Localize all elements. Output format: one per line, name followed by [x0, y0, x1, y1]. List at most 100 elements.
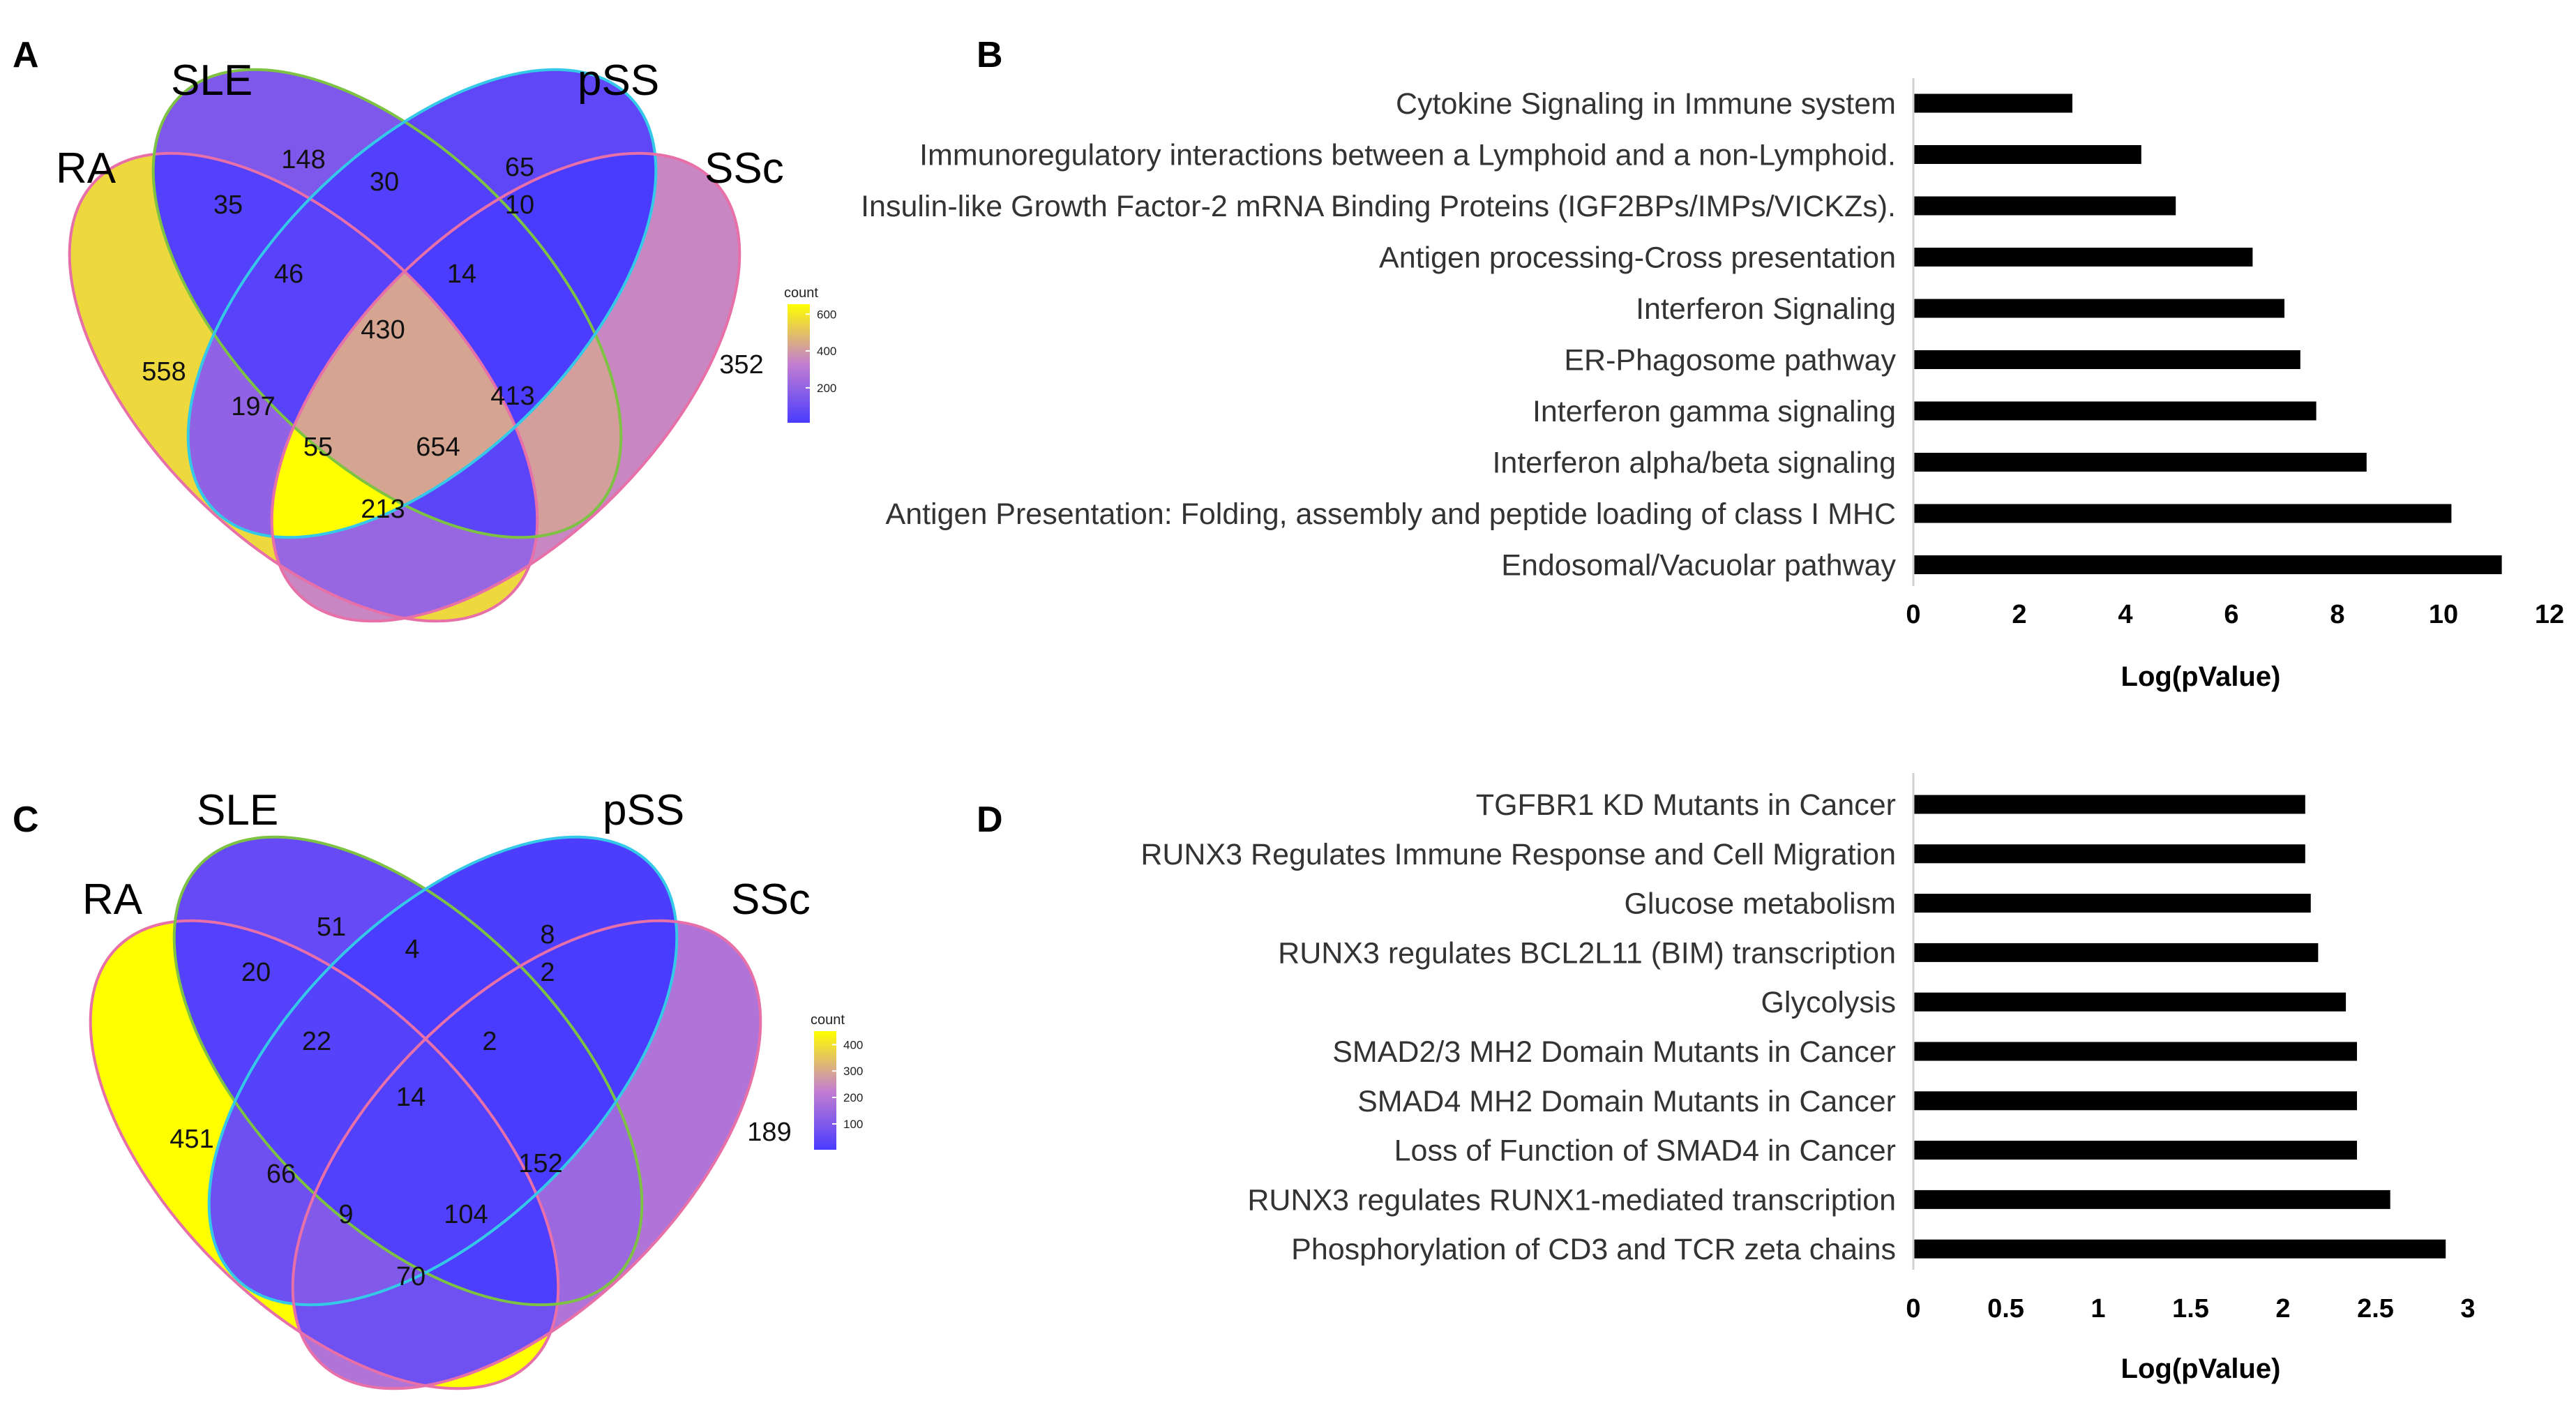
bar-d-tgfbr1-kd-mutants-in-cancer [1913, 795, 2305, 814]
bar-d-smad4-mh2-domain-mutants-in-cancer [1913, 1091, 2357, 1111]
bar-b-interferon-gamma-signaling [1913, 401, 2317, 421]
bar-d-x-tick-1: 1 [2091, 1294, 2105, 1323]
bar-d-label-glucose-metabolism: Glucose metabolism [1624, 887, 1896, 921]
bar-b-label-endosomal-vacuolar-pathway: Endosomal/Vacuolar pathway [1501, 549, 1896, 583]
bar-chart-b-x-ticks: 0 2 4 6 8 10 12 [1906, 600, 2564, 629]
venn-a-legend-title: count [784, 285, 818, 301]
bar-b-label-er-phagosome-pathway: ER-Phagosome pathway [1564, 344, 1896, 377]
venn-a-count-sle-pss: 30 [370, 167, 399, 197]
venn-c-set-label-sle: SLE [197, 786, 278, 834]
venn-a-outline-pss [186, 68, 658, 539]
bar-chart-d-x-title: Log(pValue) [2121, 1353, 2281, 1384]
venn-c-count-ra-pss: 66 [266, 1160, 296, 1189]
panel-label-a: A [13, 35, 39, 75]
bar-b-label-interferon-gamma-signaling: Interferon gamma signaling [1532, 395, 1896, 428]
venn-c-count-ra-sle-ssc: 9 [338, 1200, 353, 1229]
venn-a-outline-ssc [270, 151, 741, 623]
bar-chart-b-category-labels: Cytokine Signaling in Immune system Immun… [861, 87, 1896, 583]
bar-b-x-tick-6: 6 [2224, 600, 2238, 629]
venn-c-legend-tick-400: 400 [843, 1038, 863, 1051]
bar-d-label-runx3-regulates-bcl2l11-bim-transcription: RUNX3 regulates BCL2L11 (BIM) transcript… [1278, 936, 1896, 970]
bar-b-label-cytokine-signaling-in-immune-system: Cytokine Signaling in Immune system [1396, 87, 1896, 121]
venn-c-count-ra: 451 [170, 1125, 213, 1154]
bar-b-label-interferon-alpha-beta-signaling: Interferon alpha/beta signaling [1492, 447, 1896, 480]
bar-b-er-phagosome-pathway [1913, 350, 2300, 369]
venn-a-count-ra-sle-pss-ssc: 430 [361, 315, 405, 345]
venn-c-legend-colorbar [814, 1031, 836, 1150]
venn-c-regions [90, 836, 761, 1389]
venn-a-count-pss-ssc: 10 [505, 190, 534, 220]
venn-a-legend-tick-600: 600 [817, 308, 836, 321]
venn-c-outlines [89, 835, 762, 1390]
venn-a-count-ra-sle-pss: 46 [274, 260, 303, 289]
venn-c-count-ra-pss-ssc: 104 [444, 1200, 488, 1229]
venn-a-regions [69, 69, 740, 622]
bar-d-label-glycolysis: Glycolysis [1761, 986, 1896, 1019]
bar-d-label-smad4-mh2-domain-mutants-in-cancer: SMAD4 MH2 Domain Mutants in Cancer [1357, 1085, 1896, 1118]
venn-a-count-sle: 148 [281, 145, 325, 174]
bar-b-x-tick-8: 8 [2330, 600, 2344, 629]
venn-a-count-ra-ssc: 213 [361, 495, 405, 524]
panel-label-d: D [977, 800, 1003, 840]
bar-d-label-loss-of-function-of-smad4-in-cancer: Loss of Function of SMAD4 in Cancer [1394, 1134, 1896, 1168]
bar-b-antigen-presentation-folding-assembly-and-peptide-loading-of-class-i-mhc [1913, 504, 2452, 523]
venn-a-legend-tick-200: 200 [817, 382, 836, 395]
venn-a-outlines [68, 68, 741, 623]
bar-d-loss-of-function-of-smad4-in-cancer [1913, 1141, 2357, 1160]
venn-c-set-label-ssc: SSc [731, 876, 811, 924]
venn-a-legend: count 200 400 600 [784, 285, 836, 423]
bar-b-label-interferon-signaling: Interferon Signaling [1636, 292, 1896, 326]
venn-c-count-sle-ssc: 152 [518, 1149, 562, 1178]
bar-d-x-tick-0-5: 0.5 [1987, 1294, 2024, 1323]
bar-chart-d-bars [1913, 795, 2446, 1259]
bar-b-interferon-alpha-beta-signaling [1913, 453, 2367, 472]
venn-c-outline-ra [89, 919, 560, 1390]
venn-a-set-label-ra: RA [56, 144, 116, 193]
venn-c-legend-tick-300: 300 [843, 1065, 863, 1078]
venn-c-count-ra-sle-pss-ssc: 14 [396, 1083, 425, 1112]
venn-diagram-a: RA SLE pSS SSc 558 148 65 352 35 30 10 46 14 430 1… [56, 57, 836, 623]
venn-c-count-ra-ssc: 70 [396, 1262, 425, 1291]
venn-a-set-label-pss: pSS [578, 57, 659, 105]
bar-b-x-tick-2: 2 [2012, 600, 2026, 629]
venn-a-count-ra-pss: 197 [231, 392, 275, 421]
venn-c-set-label-pss: pSS [603, 786, 684, 834]
bar-chart-d-x-ticks: 0 0.5 1 1.5 2 2.5 3 [1906, 1294, 2475, 1323]
bar-d-runx3-regulates-runx1-mediated-transcription [1913, 1190, 2390, 1209]
bar-b-cytokine-signaling-in-immune-system [1913, 93, 2072, 113]
venn-a-count-sle-pss-ssc: 14 [447, 260, 476, 289]
bar-b-x-tick-4: 4 [2118, 600, 2132, 629]
bar-d-label-runx3-regulates-immune-response-and-cell-migration: RUNX3 Regulates Immune Response and Cell… [1140, 838, 1896, 871]
bar-chart-b-x-title: Log(pValue) [2121, 661, 2281, 692]
bar-d-x-tick-0: 0 [1906, 1294, 1920, 1323]
bar-chart-b: Cytokine Signaling in Immune system Immun… [861, 78, 2564, 692]
bar-d-runx3-regulates-immune-response-and-cell-migration [1913, 844, 2305, 864]
bar-b-label-immunoregulatory-interactions-between-a-lymphoid-and-a-non-lymphoid: Immunoregulatory interactions between a … [919, 139, 1896, 172]
venn-c-count-ssc: 189 [747, 1118, 791, 1147]
venn-a-counts: 558 148 65 352 35 30 10 46 14 430 197 413 55 654 213 [142, 145, 763, 524]
venn-c-legend-title: count [811, 1012, 845, 1028]
panel-label-b: B [977, 35, 1003, 75]
venn-c-count-sle: 51 [317, 913, 346, 942]
venn-c-legend-tick-100: 100 [843, 1118, 863, 1131]
panel-label-c: C [13, 800, 39, 840]
venn-a-outline-sle [151, 68, 623, 539]
bar-chart-b-bars [1913, 93, 2502, 574]
venn-c-outline-ssc [291, 919, 762, 1390]
bar-chart-d: TGFBR1 KD Mutants in Cancer RUNX3 Regulat… [1140, 773, 2476, 1384]
bar-b-x-tick-10: 10 [2429, 600, 2458, 629]
venn-c-count-pss-ssc: 2 [540, 958, 555, 987]
venn-a-set-label-sle: SLE [171, 57, 253, 105]
venn-a-count-ra: 558 [142, 357, 186, 387]
bar-d-x-tick-1-5: 1.5 [2172, 1294, 2209, 1323]
bar-d-phosphorylation-of-cd3-and-tcr-zeta-chains [1913, 1239, 2446, 1259]
bar-b-x-tick-0: 0 [1906, 600, 1920, 629]
bar-d-glycolysis [1913, 992, 2347, 1012]
bar-b-label-antigen-processing-cross-presentation: Antigen processing-Cross presentation [1379, 241, 1896, 275]
bar-b-label-insulin-like-growth-factor-2-mrna-binding-proteins-igf2bps-imps-vickzs: Insulin-like Growth Factor-2 mRNA Bindin… [861, 190, 1896, 223]
bar-d-label-runx3-regulates-runx1-mediated-transcription: RUNX3 regulates RUNX1-mediated transcrip… [1247, 1183, 1896, 1217]
bar-d-label-phosphorylation-of-cd3-and-tcr-zeta-chains: Phosphorylation of CD3 and TCR zeta chai… [1291, 1233, 1896, 1266]
